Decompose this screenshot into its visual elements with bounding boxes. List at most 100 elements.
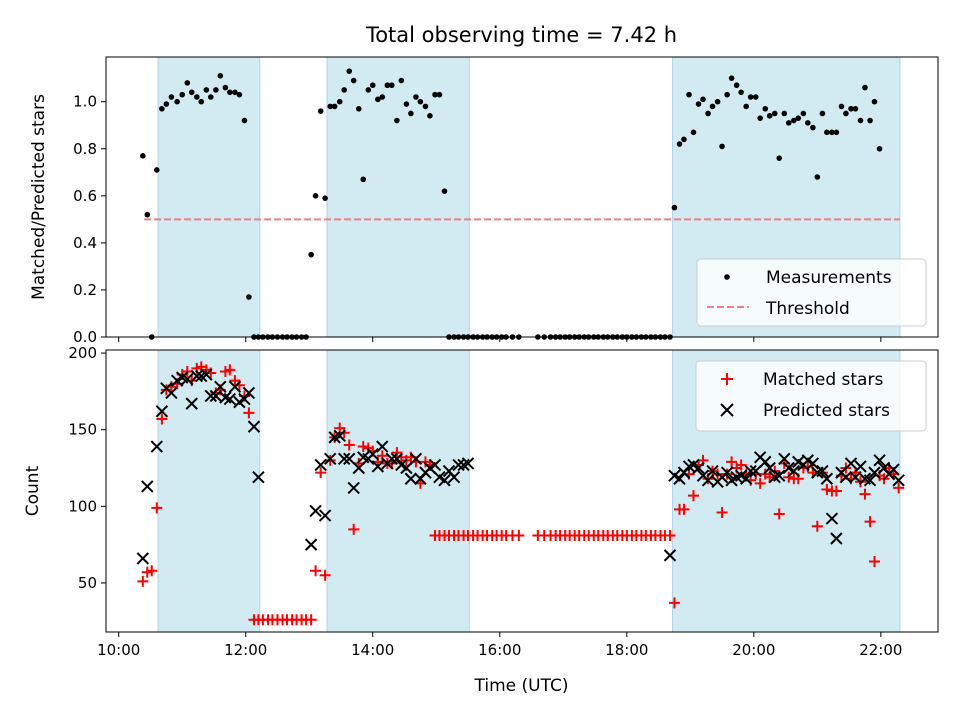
- top-y-tick-label: 1.0: [73, 93, 97, 111]
- measurement-point: [194, 94, 200, 100]
- bottom-legend: Matched stars Predicted stars: [695, 360, 927, 432]
- bottom-y-tick-label: 150: [68, 421, 97, 439]
- predicted-star-point: [228, 380, 242, 393]
- measurement-point: [800, 110, 807, 117]
- predicted-star-point: [209, 389, 223, 403]
- predicted-star-point: [400, 461, 413, 475]
- matched-star-point: [319, 569, 331, 581]
- measurement-point: [241, 117, 248, 124]
- predicted-star-point: [428, 458, 442, 472]
- measurement-point: [819, 110, 826, 117]
- bottom-y-tick-label: 100: [68, 497, 97, 515]
- predicted-star-point: [200, 368, 213, 381]
- predicted-star-point: [778, 452, 791, 466]
- matched-star-point: [357, 441, 369, 453]
- matched-star-point: [151, 502, 163, 514]
- predicted-star-point: [744, 464, 757, 478]
- top-y-tick-label: 0.4: [73, 234, 97, 252]
- measurement-point: [222, 84, 229, 91]
- measurement-point: [724, 91, 730, 98]
- predicted-star-point: [706, 464, 719, 478]
- predicted-star-point: [333, 429, 346, 443]
- measurement-point: [747, 94, 754, 100]
- measurement-point: [246, 294, 252, 300]
- matched-star-point: [343, 439, 355, 451]
- measurement-point: [322, 195, 328, 201]
- predicted-star-point: [150, 440, 164, 453]
- predicted-star-point: [155, 405, 169, 418]
- measurement-point: [203, 87, 210, 93]
- measurement-point: [403, 101, 410, 107]
- matched-star-point: [348, 523, 360, 535]
- predicted-star-point: [461, 457, 475, 470]
- measurement-point: [236, 91, 243, 98]
- measurement-point: [188, 89, 195, 96]
- predicted-star-point: [304, 538, 318, 551]
- top-y-tick-label: 0.6: [73, 187, 97, 205]
- predicted-star-point: [385, 452, 399, 466]
- measurement-point: [375, 96, 381, 103]
- measurement-point: [140, 153, 146, 159]
- measurement-point: [867, 117, 873, 124]
- bottom-legend-box: [695, 360, 927, 432]
- predicted-star-point: [181, 372, 194, 386]
- predicted-star-point: [673, 472, 686, 485]
- measurement-point: [824, 129, 830, 136]
- measurement-point: [852, 105, 859, 112]
- measurement-point: [785, 120, 792, 126]
- measurement-point: [365, 87, 372, 93]
- top-y-tick-label: 0.2: [73, 281, 97, 299]
- top-y-tick-label: 0.0: [73, 328, 97, 346]
- predicted-star-point: [343, 452, 356, 466]
- measurement-point: [144, 211, 151, 218]
- predicted-star-point: [185, 397, 198, 410]
- measurement-point: [705, 110, 711, 117]
- measurement-point: [686, 91, 692, 98]
- top-y-axis-label: Matched/Predicted stars: [29, 94, 49, 300]
- measurement-point: [843, 110, 849, 117]
- measurement-point: [198, 98, 205, 105]
- measurement-point: [719, 143, 725, 150]
- measurement-point: [217, 73, 224, 79]
- predicted-star-point: [854, 460, 867, 473]
- top-panel: 0.0 0.2 0.4 0.6 0.8 1.0 Matched/Predicted sta…: [29, 56, 939, 346]
- predicted-star-point: [376, 440, 389, 453]
- measurement-point: [213, 87, 219, 93]
- top-legend-box: [696, 258, 927, 327]
- predicted-stars-legend-label: Predicted stars: [763, 401, 890, 421]
- predicted-star-point: [247, 420, 261, 433]
- matched-star-point: [859, 488, 871, 500]
- top-x-axis-ticks: [118, 337, 882, 342]
- matched-star-point: [310, 565, 322, 577]
- measurement-point: [384, 82, 391, 89]
- measurement-point: [207, 94, 214, 100]
- measurement-point: [738, 89, 744, 96]
- chart-title: Total observing time = 7.42 h: [365, 23, 677, 47]
- top-y-axis: 0.0 0.2 0.4 0.6 0.8 1.0: [73, 93, 106, 346]
- predicted-star-point: [214, 380, 227, 393]
- top-legend: Measurements Threshold: [696, 258, 927, 327]
- matched-star-point: [305, 614, 317, 626]
- matched-star-point: [678, 503, 690, 515]
- predicted-star-point: [309, 504, 322, 518]
- measurement-point: [829, 129, 835, 136]
- measurement-point: [422, 103, 429, 110]
- measurement-point: [757, 115, 763, 121]
- measurement-point: [232, 89, 238, 96]
- measurement-point: [413, 94, 419, 100]
- x-tick-label: 10:00: [97, 641, 140, 659]
- predicted-star-point: [352, 461, 365, 475]
- matched-star-point: [735, 459, 747, 471]
- matched-star-point: [243, 407, 255, 419]
- observing-interval-shade: [157, 56, 261, 338]
- x-axis-label: Time (UTC): [474, 676, 569, 696]
- predicted-star-point: [323, 452, 337, 466]
- measurement-point: [174, 98, 180, 105]
- predicted-star-point: [238, 392, 251, 406]
- measurement-point: [389, 82, 395, 89]
- x-tick-label: 22:00: [859, 641, 902, 659]
- measurement-point: [876, 145, 883, 152]
- predicted-star-point: [763, 461, 776, 475]
- matched-star-point: [726, 456, 738, 468]
- predicted-star-point: [820, 472, 834, 485]
